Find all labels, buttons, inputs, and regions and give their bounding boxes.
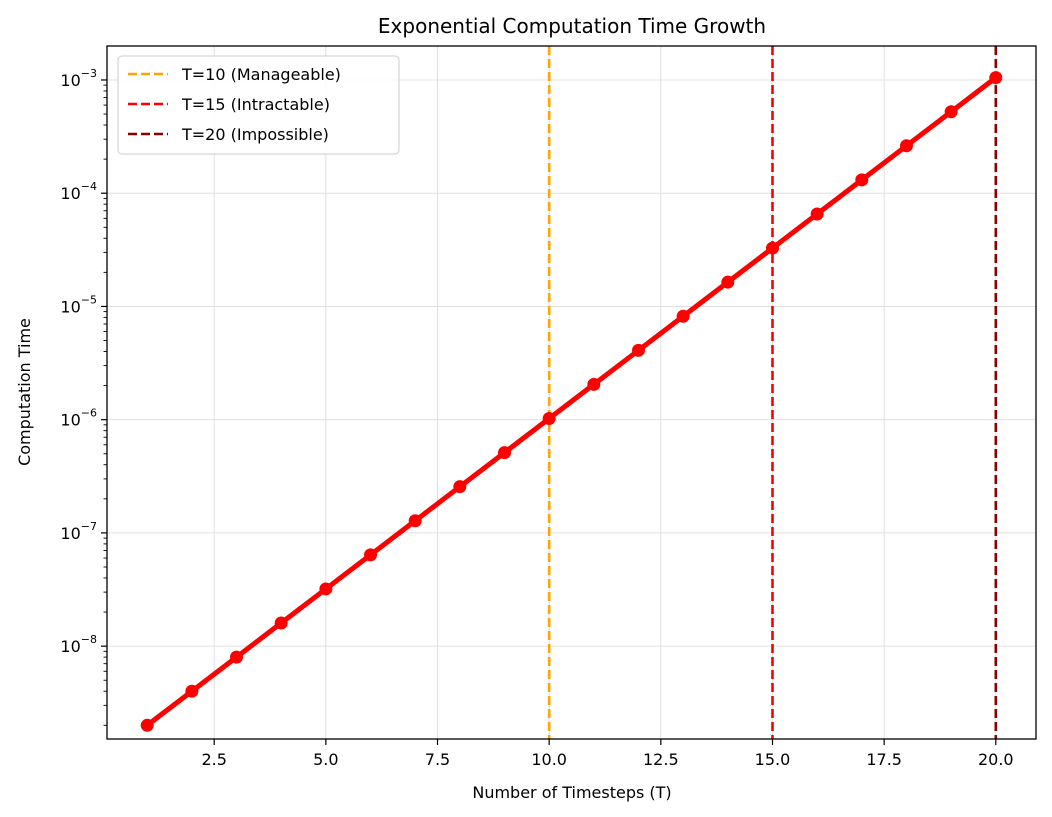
data-point — [408, 514, 422, 528]
legend-label: T=20 (Impossible) — [181, 125, 329, 144]
data-point — [185, 684, 199, 698]
data-point — [140, 718, 154, 732]
x-tick-label: 10.0 — [531, 750, 567, 769]
plot-frame — [106, 45, 1037, 740]
x-tick-label: 17.5 — [866, 750, 902, 769]
data-point — [899, 139, 913, 153]
series-group — [140, 71, 1003, 732]
data-point — [676, 309, 690, 323]
data-point — [765, 241, 779, 255]
data-point — [721, 275, 735, 289]
reference-lines — [547, 46, 998, 739]
legend: T=10 (Manageable) T=15 (Intractable) T=20 … — [117, 55, 400, 155]
x-tick-label: 20.0 — [978, 750, 1014, 769]
legend-label: T=15 (Intractable) — [181, 95, 330, 114]
legend-box — [117, 55, 400, 155]
x-axis: 2.5 5.0 7.5 10.0 12.5 15.0 17.5 20.0 — [201, 739, 1014, 769]
data-point — [855, 173, 869, 187]
legend-label: T=10 (Manageable) — [181, 65, 341, 84]
y-tick-label: 10−7 — [60, 520, 97, 543]
y-axis: 10−8 10−7 10−6 10−5 10−4 10−3 — [60, 67, 107, 726]
y-tick-label: 10−6 — [60, 407, 97, 430]
x-tick-label: 15.0 — [755, 750, 791, 769]
x-tick-label: 2.5 — [201, 750, 226, 769]
x-tick-label: 5.0 — [313, 750, 338, 769]
y-tick-label: 10−8 — [60, 633, 97, 656]
data-point — [453, 480, 467, 494]
data-point — [944, 105, 958, 119]
series-line — [144, 75, 999, 728]
y-tick-label: 10−5 — [60, 293, 97, 316]
data-point — [274, 616, 288, 630]
data-point — [587, 377, 601, 391]
data-point — [319, 582, 333, 596]
data-point — [989, 71, 1003, 85]
data-point — [364, 548, 378, 562]
y-axis-label: Computation Time — [15, 318, 34, 466]
x-tick-label: 7.5 — [425, 750, 450, 769]
data-point — [810, 207, 824, 221]
data-point — [542, 412, 556, 426]
y-tick-label: 10−3 — [60, 67, 97, 90]
x-axis-label: Number of Timesteps (T) — [472, 783, 671, 802]
data-point — [631, 343, 645, 357]
data-point — [230, 650, 244, 664]
x-tick-label: 12.5 — [643, 750, 679, 769]
chart-title: Exponential Computation Time Growth — [378, 14, 766, 38]
y-tick-label: 10−4 — [60, 180, 97, 203]
data-point — [498, 446, 512, 460]
